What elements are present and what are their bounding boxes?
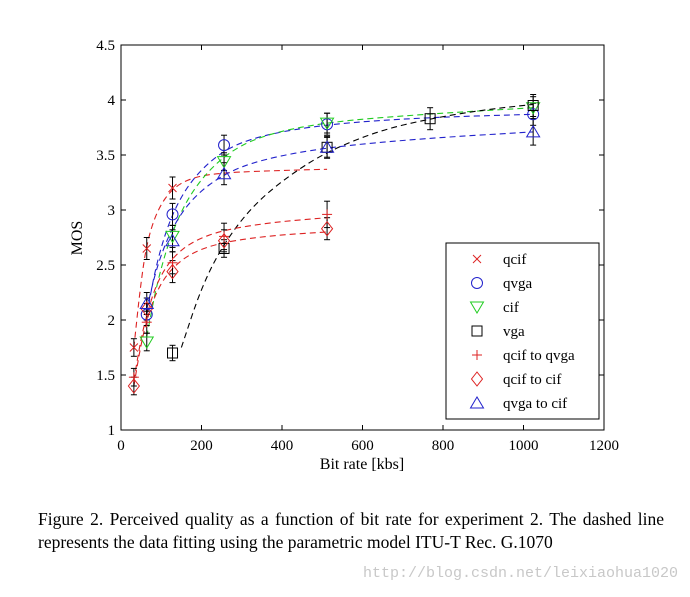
data-markers	[127, 100, 541, 394]
legend-marker	[472, 350, 482, 360]
fit-curve	[146, 131, 534, 310]
data-point	[139, 336, 155, 349]
data-point	[319, 117, 335, 131]
chart: 0 200 400 600 800 1000 1200 1 1.5 2 2.5 3 3.5 4 4.5 Bi…	[69, 38, 619, 473]
data-point	[141, 317, 152, 328]
plot-frame	[120, 44, 605, 431]
legend-marker	[469, 396, 485, 409]
error-bar	[169, 229, 176, 253]
data-point	[167, 257, 178, 268]
data-point	[216, 156, 232, 169]
y-tick-label: 4.5	[96, 38, 115, 54]
fit-curve	[146, 113, 534, 315]
legend-marker	[471, 325, 483, 337]
y-tick-label: 2	[108, 313, 116, 329]
data-point	[165, 230, 180, 244]
x-axis-label: Bit rate [kbs]	[320, 456, 404, 473]
data-point	[218, 139, 231, 152]
legend-marker	[471, 277, 483, 289]
data-point	[128, 372, 139, 383]
axis-ticks: 0 200 400 600 800 1000 1200 1 1.5 2 2.5 3 3.5 4 4.5	[96, 38, 619, 454]
data-point	[165, 233, 180, 247]
x-tick-label: 400	[271, 438, 294, 454]
data-point	[525, 102, 541, 115]
legend-label: vga	[503, 324, 525, 340]
data-point	[320, 220, 334, 237]
y-axis-label: MOS	[69, 221, 86, 256]
figure-caption: Figure 2. Perceived quality as a functio…	[38, 509, 664, 552]
error-bar	[324, 135, 331, 159]
watermark: http://blog.csdn.net/leixiaohua1020	[362, 565, 678, 582]
error-bar	[427, 107, 434, 131]
data-point	[127, 378, 141, 394]
x-tick-label: 1000	[509, 438, 539, 454]
data-point	[216, 166, 232, 180]
error-bar	[143, 292, 150, 315]
data-point	[424, 113, 436, 125]
x-tick-label: 0	[117, 438, 125, 454]
legend-label: cif	[503, 300, 519, 316]
legend-marker	[469, 301, 485, 314]
legend-label: qcif to cif	[503, 372, 561, 388]
data-point	[139, 296, 155, 309]
legend-label: qvga	[503, 276, 533, 292]
y-tick-label: 2.5	[96, 258, 115, 274]
y-tick-label: 3.5	[96, 148, 115, 164]
data-point	[525, 124, 541, 138]
data-point	[129, 343, 139, 352]
y-tick-label: 4	[108, 93, 116, 109]
data-point	[218, 243, 230, 254]
data-point	[140, 301, 153, 317]
legend-label: qcif	[503, 252, 526, 268]
legend-label: qcif to qvga	[503, 348, 575, 364]
data-point	[166, 208, 179, 221]
legend-marker	[470, 371, 484, 387]
data-point	[166, 263, 179, 280]
data-point	[527, 108, 540, 121]
data-point	[167, 347, 179, 359]
y-tick-label: 1	[108, 423, 116, 439]
x-tick-label: 1200	[589, 438, 619, 454]
data-point	[527, 100, 539, 111]
data-point	[168, 183, 177, 193]
x-tick-label: 800	[432, 438, 455, 454]
fit-curve	[133, 231, 328, 387]
legend-label: qvga to cif	[503, 396, 567, 412]
data-point	[319, 140, 335, 153]
error-bar	[221, 162, 228, 186]
y-tick-label: 1.5	[96, 368, 115, 384]
legend-marker	[472, 254, 482, 264]
legend: qcif qvga cif vga qcif to qvga qcif to cif qvg…	[445, 242, 600, 420]
y-tick-label: 3	[108, 203, 116, 219]
data-point	[142, 244, 152, 253]
fit-curve	[180, 103, 534, 348]
x-tick-label: 600	[351, 438, 374, 454]
error-bar	[530, 118, 537, 146]
data-point	[217, 232, 231, 249]
x-tick-label: 200	[190, 438, 213, 454]
data-point	[322, 209, 333, 220]
